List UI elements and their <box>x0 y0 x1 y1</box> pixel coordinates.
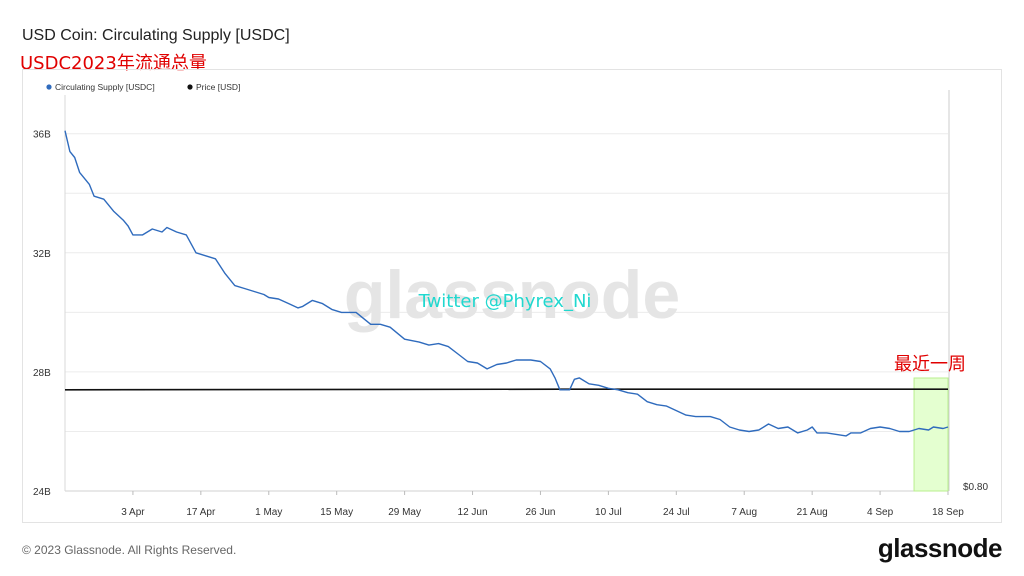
watermark: glassnode <box>344 257 680 333</box>
series-line-circulating-supply <box>64 130 949 437</box>
x-tick-label: 4 Sep <box>867 507 894 518</box>
x-tick-label: 12 Jun <box>458 507 488 518</box>
x-tick-label: 7 Aug <box>731 507 757 518</box>
chart-panel <box>22 69 1002 523</box>
legend-label-supply: Circulating Supply [USDC] <box>55 82 155 92</box>
legend: Circulating Supply [USDC] Price [USD] <box>46 82 240 92</box>
y-tick-label: 36B <box>33 130 51 141</box>
x-tick-label: 1 May <box>255 507 282 518</box>
x-tick-label: 29 May <box>388 507 421 518</box>
x-tick-label: 3 Apr <box>121 507 145 518</box>
x-tick-label: 24 Jul <box>663 507 690 518</box>
legend-marker-supply <box>46 84 52 90</box>
glassnode-logo: glassnode <box>877 533 1003 563</box>
x-tick-label: 26 Jun <box>525 507 555 518</box>
x-tick-label: 17 Apr <box>186 507 216 518</box>
legend-marker-price <box>187 84 193 90</box>
legend-label-price: Price [USD] <box>196 82 240 92</box>
twitter-annotation: Twitter @Phyrex_Ni <box>418 291 592 312</box>
y-tick-labels: 36B 32B 28B 24B <box>33 130 51 498</box>
last-week-highlight <box>913 377 949 492</box>
y-tick-label: 24B <box>33 487 51 498</box>
x-tick-label: 21 Aug <box>797 507 828 518</box>
series-line-price <box>64 388 948 391</box>
y-tick-label: 28B <box>33 368 51 379</box>
last-week-label: 最近一周 <box>894 354 966 375</box>
x-tick-label: 15 May <box>320 507 353 518</box>
x-tick-label: 10 Jul <box>595 507 622 518</box>
copyright: © 2023 Glassnode. All Rights Reserved. <box>22 543 237 557</box>
right-axis-label: $0.80 <box>963 482 988 493</box>
series-lines <box>64 130 949 437</box>
chart-subtitle: USDC2023年流通总量 <box>20 53 207 74</box>
chart-title: USD Coin: Circulating Supply [USDC] <box>22 27 290 44</box>
x-tick-labels: 3 Apr 17 Apr 1 May 15 May 29 May 12 Jun 26 Jun… <box>121 491 964 518</box>
y-tick-label: 32B <box>33 249 51 260</box>
x-tick-label: 18 Sep <box>932 507 964 518</box>
